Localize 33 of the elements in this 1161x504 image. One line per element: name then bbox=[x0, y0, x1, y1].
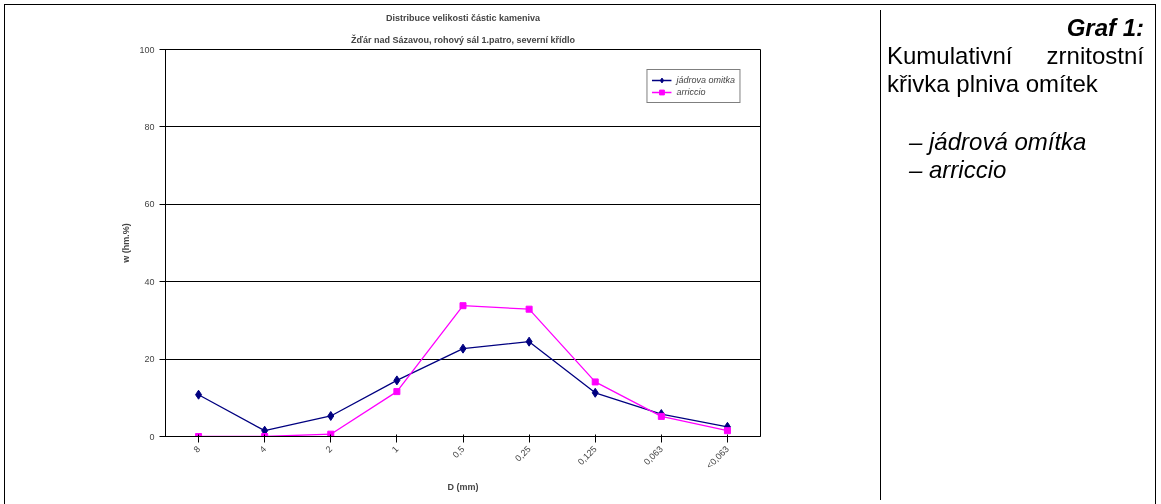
chart-title: Distribuce velikosti částic kameniva bbox=[385, 12, 542, 23]
text: – jádrová omítka bbox=[908, 128, 1088, 156]
point bbox=[459, 343, 467, 354]
point bbox=[525, 305, 533, 313]
point bbox=[195, 389, 203, 400]
point bbox=[525, 336, 533, 347]
y-axis-title: w (hm.%) bbox=[121, 223, 132, 264]
point bbox=[459, 302, 467, 310]
y-tick-label: 40 bbox=[144, 276, 155, 287]
point bbox=[591, 387, 599, 398]
x-tick-label: 2 bbox=[323, 443, 335, 455]
x-tick-label: 0,5 bbox=[450, 443, 467, 460]
y-tick-label: 60 bbox=[144, 199, 155, 210]
text: Graf 1: bbox=[1065, 14, 1144, 42]
point bbox=[393, 388, 401, 396]
chart-subtitle: Žďár nad Sázavou, rohový sál 1.patro, severní křídlo bbox=[350, 33, 576, 45]
y-tick-label: 20 bbox=[144, 354, 155, 365]
x-tick-label: 4 bbox=[257, 443, 269, 455]
x-tick-label: 0,25 bbox=[513, 443, 533, 464]
text: Kumulativní zrnitostní křivka plniva omítek bbox=[887, 42, 1144, 98]
point bbox=[723, 427, 731, 435]
x-tick-label: 8 bbox=[191, 443, 203, 455]
legend-label: arriccio bbox=[676, 86, 706, 98]
legend-label: jádrova omitka bbox=[676, 74, 735, 86]
point bbox=[591, 378, 599, 386]
x-tick-label: 1 bbox=[389, 443, 401, 455]
point bbox=[393, 375, 401, 386]
y-tick-label: 0 bbox=[149, 431, 155, 442]
y-tick-label: 100 bbox=[139, 44, 155, 55]
text: – arriccio bbox=[908, 156, 1008, 184]
y-tick-label: 80 bbox=[144, 121, 155, 132]
x-axis-title: D (mm) bbox=[447, 482, 479, 493]
point bbox=[327, 410, 335, 421]
